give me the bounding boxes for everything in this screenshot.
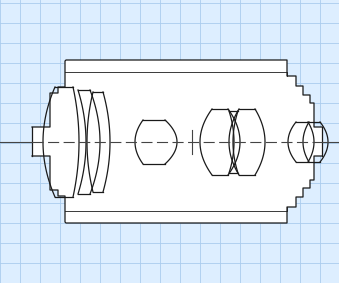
Polygon shape: [32, 60, 322, 223]
